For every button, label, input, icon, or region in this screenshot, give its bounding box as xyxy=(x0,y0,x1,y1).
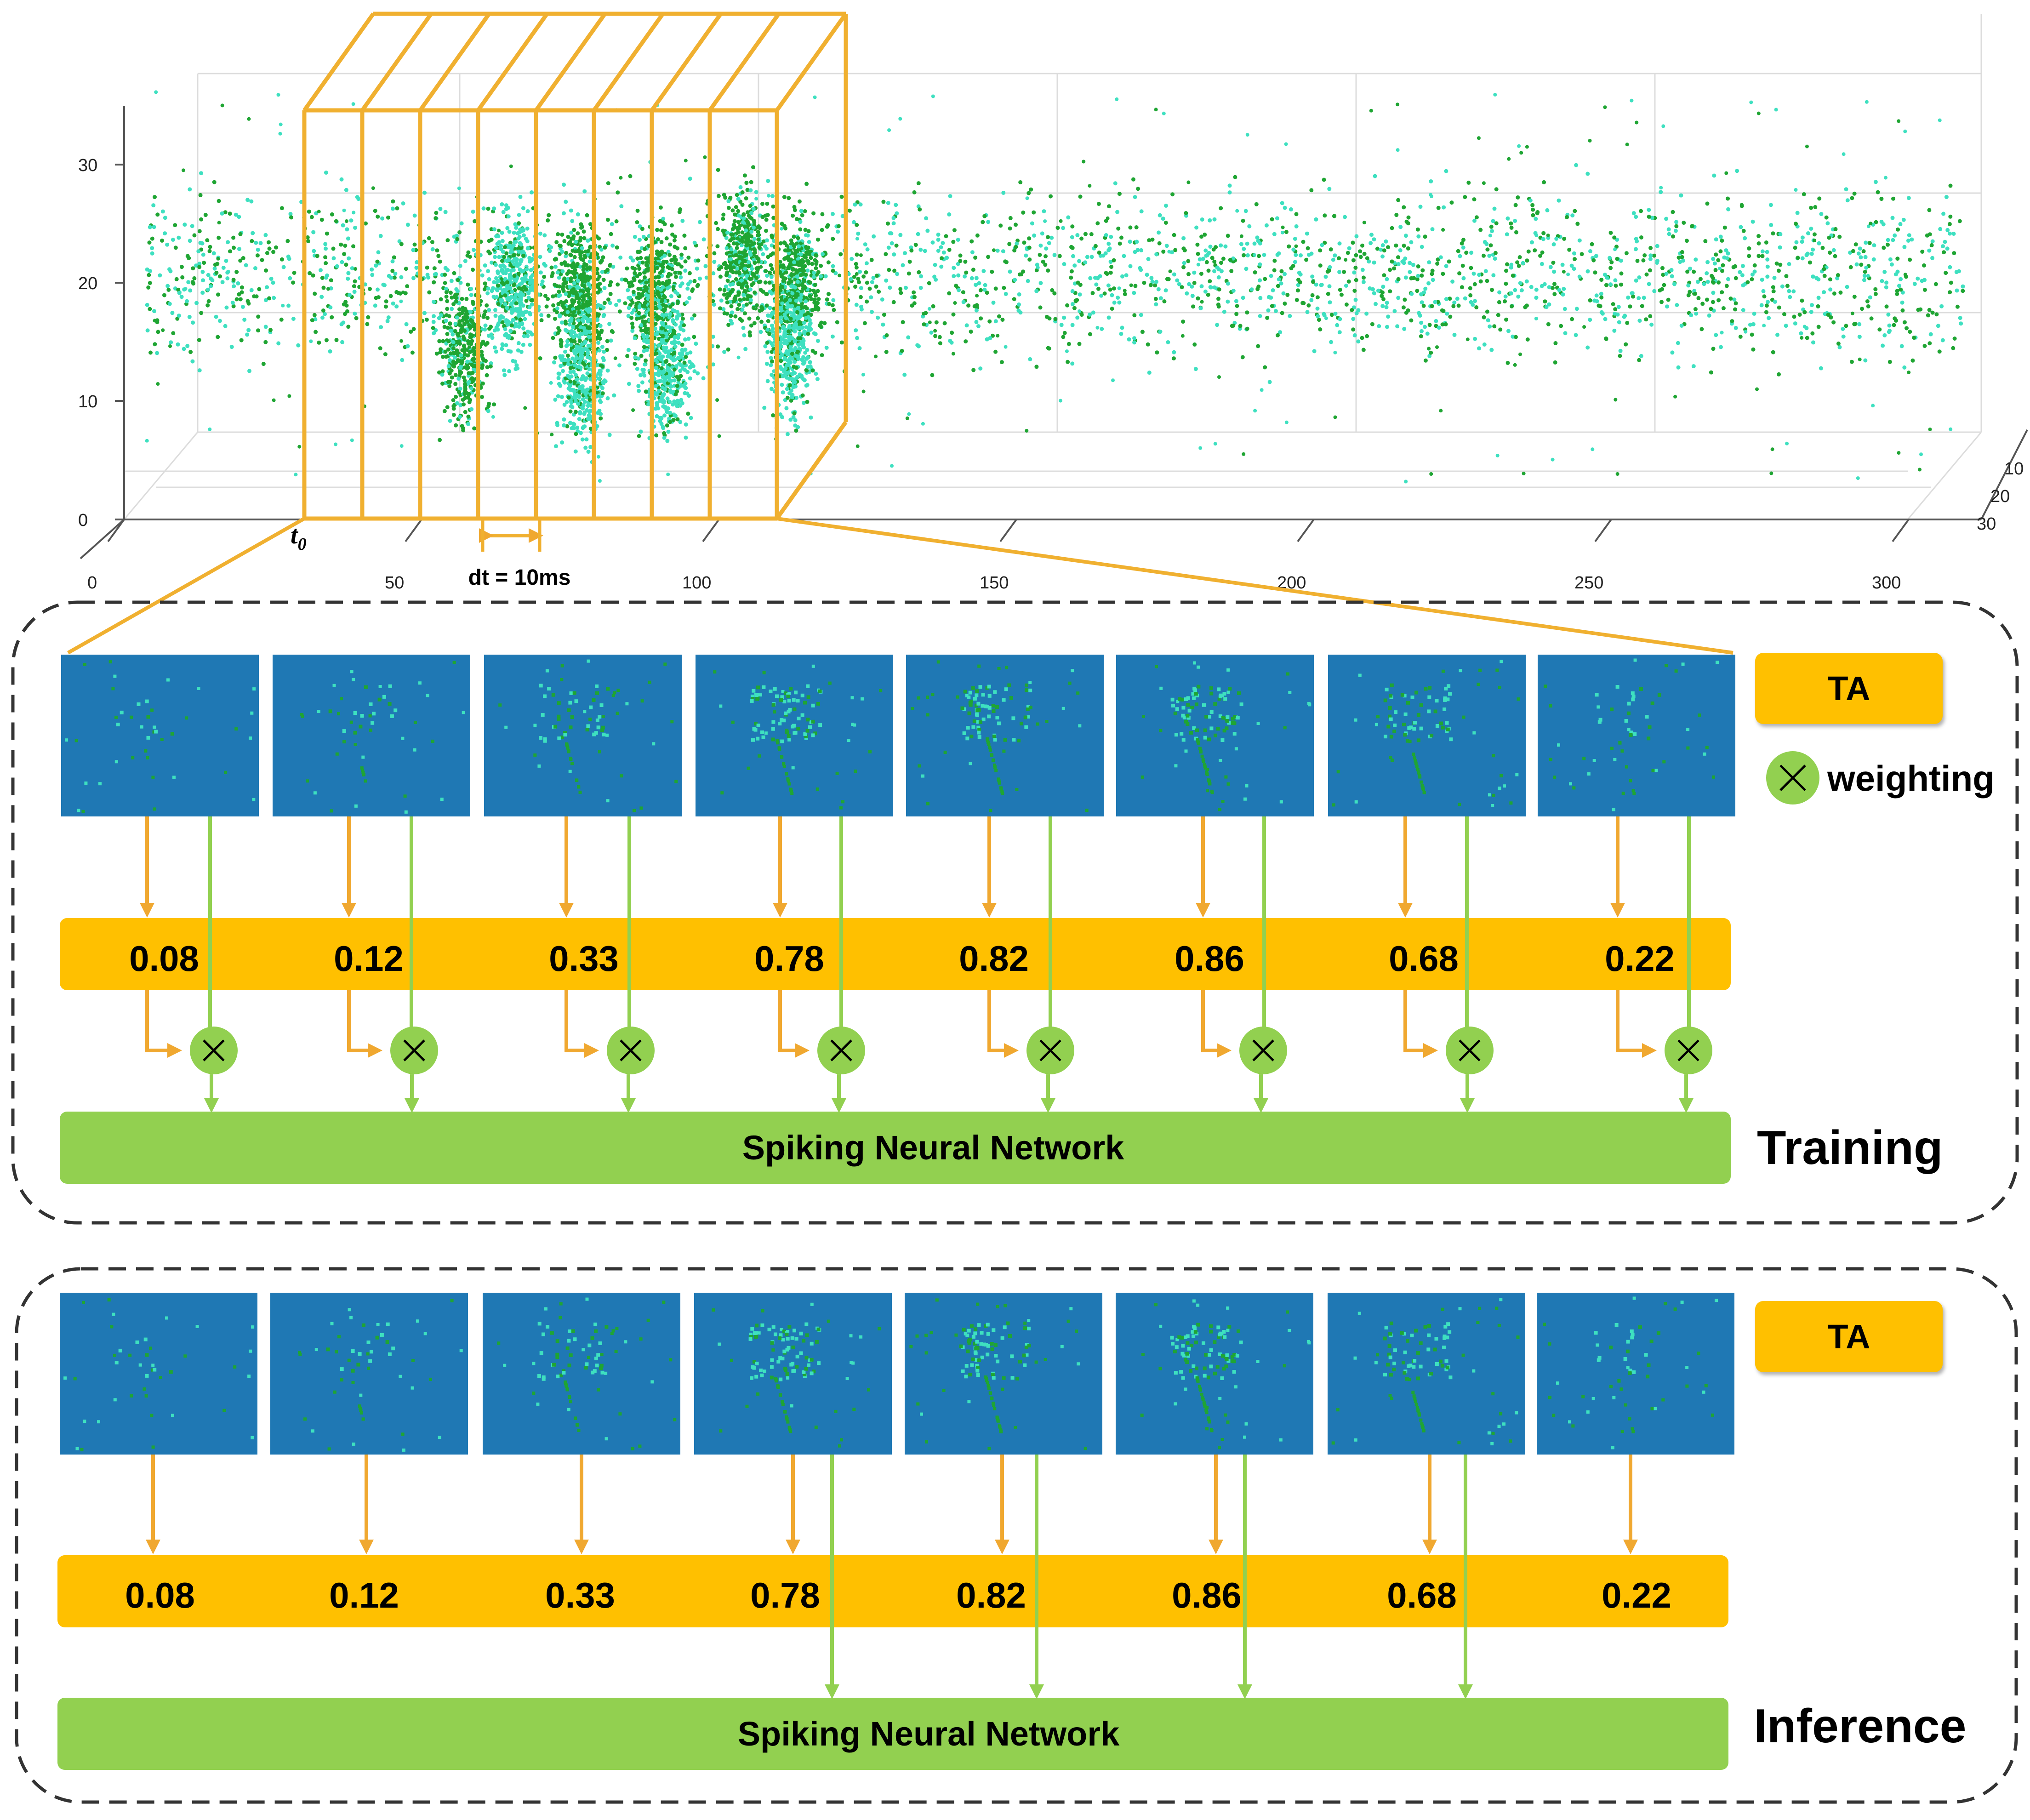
weight-value: 0.78 xyxy=(754,938,824,979)
weight-value: 0.78 xyxy=(750,1575,820,1615)
x-tick-label: 0 xyxy=(87,573,97,593)
y-tick-label: 10 xyxy=(2004,459,2024,479)
event-frame xyxy=(1116,1293,1313,1455)
training-arrows xyxy=(140,816,1712,1113)
weighting-label: weighting xyxy=(1827,758,1995,799)
dt-marker: dt = 10ms xyxy=(468,519,571,590)
weight-value: 0.68 xyxy=(1387,1575,1457,1615)
z-axis-ticks: 30 20 10 0 xyxy=(78,156,124,530)
inference-snn-label: Spiking Neural Network xyxy=(738,1715,1120,1753)
event-frame xyxy=(483,1293,680,1455)
training-snn-bar xyxy=(60,1112,1731,1184)
event-frame xyxy=(273,655,470,816)
plot-grid xyxy=(123,14,1982,520)
training-dashed-border xyxy=(11,600,2019,1225)
event-frame xyxy=(1328,655,1526,816)
dt-label: dt = 10ms xyxy=(468,565,571,590)
inference-phase-label: Inference xyxy=(1754,1700,1966,1753)
plot-axes xyxy=(80,106,2028,559)
weight-value: 0.22 xyxy=(1605,938,1675,979)
z-tick-label: 20 xyxy=(78,274,97,293)
event-frame xyxy=(1116,655,1314,816)
weight-value: 0.08 xyxy=(125,1575,195,1615)
multiply-node xyxy=(817,1027,865,1074)
training-panel: 0.08 0.12 0.33 0.78 0.82 0.86 0.68 0.22 Spiking… xyxy=(11,600,2019,1225)
inference-weight-bar xyxy=(57,1555,1728,1627)
training-ta-box: TA xyxy=(1755,653,1943,724)
x-tick-label: 50 xyxy=(385,573,404,593)
x-tick-label: 300 xyxy=(1872,573,1901,593)
multiply-node xyxy=(607,1027,655,1074)
event-frame xyxy=(60,1293,257,1455)
weight-value: 0.68 xyxy=(1389,938,1459,979)
event-frame xyxy=(1328,1293,1525,1455)
weight-value: 0.08 xyxy=(129,938,199,979)
event-frame xyxy=(1537,1293,1734,1455)
weight-value: 0.22 xyxy=(1602,1575,1671,1615)
training-phase-label: Training xyxy=(1757,1121,1943,1175)
x-axis-ticks: 0 50 100 150 200 250 300 xyxy=(87,519,1910,593)
training-event-frames xyxy=(61,655,1735,816)
training-weight-bar xyxy=(60,918,1731,990)
event-frame xyxy=(906,655,1104,816)
inference-ta-box: TA xyxy=(1755,1301,1943,1372)
weight-value: 0.82 xyxy=(956,1575,1026,1615)
multiply-node xyxy=(1665,1027,1712,1074)
weight-value: 0.33 xyxy=(549,938,619,979)
weight-value: 0.12 xyxy=(329,1575,399,1615)
multiply-node xyxy=(1446,1027,1494,1074)
event-frame xyxy=(905,1293,1102,1455)
weighting-legend: weighting xyxy=(1766,751,1995,804)
training-snn-label: Spiking Neural Network xyxy=(742,1129,1124,1167)
inference-event-frames xyxy=(60,1293,1734,1455)
time-window-box xyxy=(302,11,848,521)
weight-value: 0.12 xyxy=(334,938,404,979)
z-tick-label: 30 xyxy=(78,156,97,175)
y-tick-label: 20 xyxy=(1990,487,2010,506)
x-tick-label: 100 xyxy=(682,573,711,593)
training-weights: 0.08 0.12 0.33 0.78 0.82 0.86 0.68 0.22 xyxy=(129,938,1675,979)
event-frame xyxy=(694,1293,892,1455)
event-frame xyxy=(484,655,682,816)
z-tick-label: 10 xyxy=(78,392,97,411)
weight-value: 0.86 xyxy=(1175,938,1244,979)
multiply-node xyxy=(190,1027,238,1074)
weight-value: 0.86 xyxy=(1172,1575,1242,1615)
multiply-node xyxy=(1026,1027,1074,1074)
event-point-cloud xyxy=(145,90,1965,484)
inference-arrows xyxy=(146,1455,1638,1699)
event-frame xyxy=(61,655,259,816)
event-frame xyxy=(270,1293,468,1455)
x-tick-label: 250 xyxy=(1574,573,1603,593)
t0-marker: t0 xyxy=(291,521,307,554)
event-frame xyxy=(1538,655,1735,816)
weight-value: 0.82 xyxy=(959,938,1029,979)
event-frame xyxy=(696,655,893,816)
x-tick-label: 150 xyxy=(980,573,1009,593)
t0-label: t0 xyxy=(291,521,307,554)
multiply-node xyxy=(1239,1027,1287,1074)
zoom-connectors xyxy=(67,517,1733,655)
multiply-node xyxy=(390,1027,438,1074)
inference-snn-bar xyxy=(57,1698,1728,1770)
y-tick-label: 30 xyxy=(1977,514,1996,534)
z-tick-label: 0 xyxy=(78,511,88,530)
y-axis-ticks: 10 20 30 xyxy=(1977,459,2024,534)
inference-weights: 0.08 0.12 0.33 0.78 0.82 0.86 0.68 0.22 xyxy=(125,1575,1671,1615)
weight-value: 0.33 xyxy=(545,1575,615,1615)
inference-panel: 0.08 0.12 0.33 0.78 0.82 0.86 0.68 0.22 Spiking… xyxy=(15,1267,2018,1804)
